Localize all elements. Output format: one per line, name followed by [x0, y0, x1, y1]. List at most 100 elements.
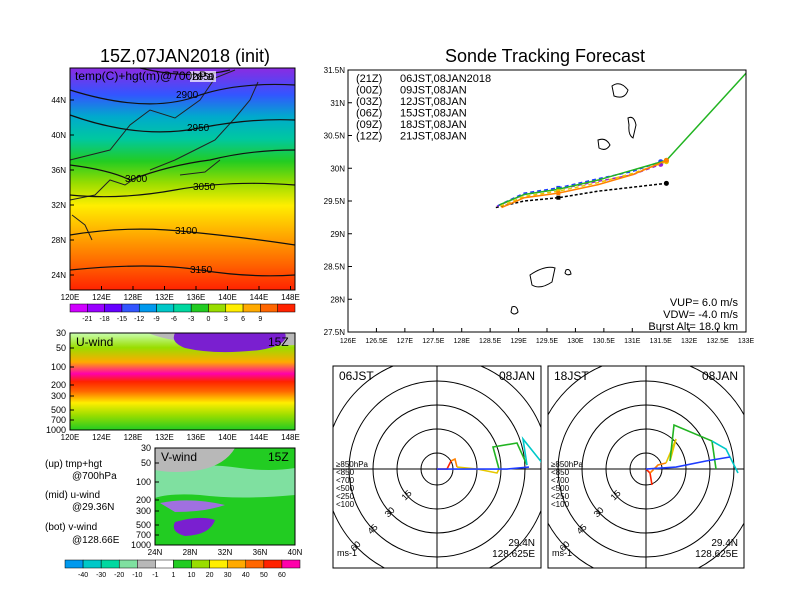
hodograph-legend-item: ≥850hPa [336, 460, 369, 469]
lon-tick-label: 130.5E [593, 338, 616, 345]
lon-tick-label: 128E [124, 433, 143, 442]
note-bot-line1: (bot) v-wind [45, 522, 97, 533]
legend-time: 06JST,08JAN2018 [400, 73, 491, 85]
contour-2900 [69, 83, 296, 105]
vwind-gray-region [155, 448, 235, 472]
pressure-tick-label: 1000 [46, 425, 66, 435]
hodograph-legend-item: <850 [336, 468, 355, 477]
colorbar-label: 1 [172, 572, 176, 579]
vwind-label: V-wind [161, 450, 197, 464]
lon-tick-label: 144E [250, 433, 269, 442]
legend-time: 09JST,08JAN [400, 85, 467, 97]
colorbar-swatch [156, 303, 175, 313]
hodograph-legend-item: <850 [551, 468, 570, 477]
legend-run: (00Z) [356, 85, 382, 97]
hodograph-trace [456, 466, 500, 474]
uwind-frame [69, 332, 296, 431]
uwind-time: 15Z [268, 335, 289, 349]
island [510, 306, 519, 315]
burst-text: Burst Alt= 18.0 km [648, 321, 738, 333]
contour-label-3000: 3000 [125, 174, 148, 185]
colorbar-swatch [277, 303, 296, 313]
lat-tick-label: 24N [148, 548, 163, 557]
lon-tick-label: 120E [61, 293, 80, 302]
track-lines [495, 72, 747, 209]
lon-tick-label: 148E [281, 433, 300, 442]
hodograph-unit: ms-1 [552, 548, 572, 558]
colorbar-swatch [155, 559, 174, 569]
hodograph-unit: ms-1 [337, 548, 357, 558]
lon-tick-label: 129E [510, 338, 527, 345]
track-legend: (21Z) 06JST,08JAN2018 (00Z) 09JST,08JAN (03Z… [356, 73, 491, 143]
left-title: 15Z,07JAN2018 (init) [100, 46, 270, 66]
lat-tick-label: 31.5N [324, 66, 346, 75]
lon-tick-label: 133E [738, 338, 755, 345]
colorbar-label: -15 [117, 316, 127, 323]
pressure-tick-label: 100 [136, 477, 151, 487]
ring-label: 15 [609, 488, 623, 502]
side-notes: (up) tmp+hgt @700hPa (mid) u-wind @29.36… [45, 459, 120, 546]
colorbar-label: -3 [188, 316, 194, 323]
colorbar-swatch [242, 303, 261, 313]
hodograph-trace [491, 442, 528, 470]
map-lat-ticks: 44N 40N 36N 32N 28N 24N [51, 96, 74, 280]
vwind-lat-ticks: 24N 28N 32N 36N 40N [148, 548, 303, 557]
hodograph-trace [711, 440, 739, 474]
hodograph-trace [645, 456, 731, 470]
track-background [348, 70, 746, 332]
note-up-line2: @700hPa [72, 471, 117, 482]
contour-label-2900: 2900 [176, 90, 199, 101]
contour-3050 [69, 182, 296, 198]
track-series-line [501, 159, 667, 209]
pressure-tick-label: 30 [56, 328, 66, 338]
colorbar-swatch [138, 303, 157, 313]
pressure-tick-label: 100 [51, 362, 66, 372]
legend-run: (06Z) [356, 108, 382, 120]
track-series-line [497, 160, 661, 207]
contour-3100 [69, 228, 296, 246]
hodograph-legend-item: <250 [551, 492, 570, 501]
colorbar-swatch [225, 303, 244, 313]
hodograph-trace [665, 438, 677, 464]
hodograph-legend-item: <100 [336, 500, 355, 509]
lon-tick-label: 130E [567, 338, 584, 345]
lon-tick-label: 131E [624, 338, 641, 345]
lon-tick-label: 128E [454, 338, 471, 345]
temp-colorbar: -21 -18 -15 -12 -9 -6 -3 0 3 6 9 [69, 303, 296, 323]
colorbar-label: 3 [224, 316, 228, 323]
island [597, 138, 611, 150]
lat-tick-label: 28N [183, 548, 198, 557]
contour-label-3050: 3050 [193, 182, 216, 193]
lon-tick-label: 140E [218, 293, 237, 302]
hodograph-legend-item: <100 [551, 500, 570, 509]
coastline [69, 69, 259, 241]
colorbar-swatch [260, 303, 278, 313]
colorbar-label: -20 [114, 572, 124, 579]
lon-tick-label: 132E [155, 433, 174, 442]
hodograph-date: 08JAN [702, 369, 738, 383]
colorbar-swatch [281, 559, 301, 569]
colorbar-label: -40 [78, 572, 88, 579]
pressure-tick-label: 700 [136, 530, 151, 540]
lon-tick-label: 126E [340, 338, 357, 345]
colorbar-swatch [87, 303, 105, 313]
map-temperature-field [70, 68, 295, 290]
track-marker [556, 191, 561, 196]
colorbar-swatch [208, 303, 227, 313]
lat-tick-label: 44N [51, 96, 66, 105]
lat-tick-label: 36N [253, 548, 268, 557]
contour-label-2950: 2950 [187, 123, 210, 134]
colorbar-label: -18 [100, 316, 110, 323]
legend-time: 15JST,08JAN [400, 108, 467, 120]
colorbar-label: -6 [171, 316, 177, 323]
colorbar-label: 6 [241, 316, 245, 323]
pressure-tick-label: 200 [51, 380, 66, 390]
contour-3000 [69, 149, 296, 181]
pressure-tick-label: 300 [51, 391, 66, 401]
vwind-time: 15Z [268, 450, 289, 464]
colorbar-swatch [121, 303, 140, 313]
